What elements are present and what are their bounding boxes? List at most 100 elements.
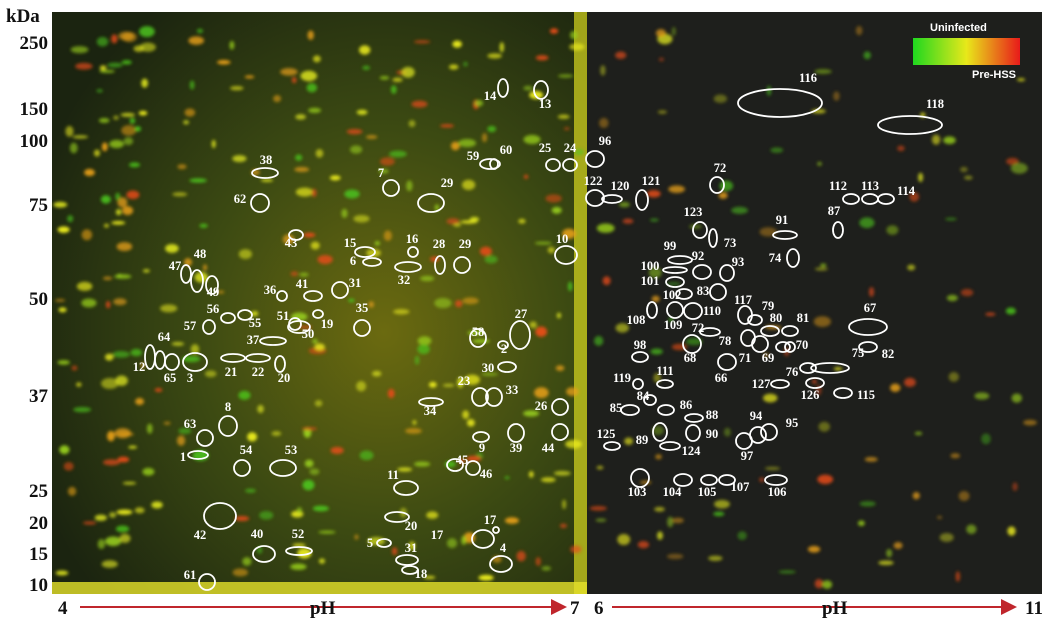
gel-spot xyxy=(96,89,103,93)
gel-spot xyxy=(99,69,115,74)
spot-circle xyxy=(251,167,279,179)
gel-spot xyxy=(648,267,662,279)
gel-spot xyxy=(624,437,634,445)
gel-spot xyxy=(939,533,954,542)
spot-label: 13 xyxy=(539,97,552,111)
gel-spot xyxy=(897,145,905,152)
spot-circle xyxy=(471,529,495,549)
spot-label: 27 xyxy=(515,307,528,321)
gel-spot xyxy=(115,375,128,386)
spot-label: 65 xyxy=(164,371,177,385)
gel-spot xyxy=(317,254,333,265)
mw-marker: 10 xyxy=(29,575,48,596)
gel-spot xyxy=(822,580,833,589)
spot-label: 58 xyxy=(472,325,485,339)
spot-circle xyxy=(585,189,605,207)
spot-label: 101 xyxy=(641,274,660,288)
spot-circle xyxy=(395,554,419,566)
gel-spot xyxy=(565,439,582,449)
spot-circle xyxy=(810,362,850,374)
gel-spot xyxy=(97,539,106,550)
spot-circle xyxy=(384,511,410,523)
gel-spot xyxy=(807,545,821,553)
gel-spot xyxy=(535,326,548,337)
gel-spot xyxy=(101,560,118,568)
gel-spot xyxy=(918,172,924,183)
spot-circle xyxy=(418,397,444,407)
gel-spot xyxy=(570,30,578,40)
gel-spot xyxy=(499,42,505,53)
gel-spot xyxy=(759,477,765,483)
gel-spot xyxy=(312,505,329,512)
spot-label: 25 xyxy=(539,141,552,155)
spot-circle xyxy=(772,230,798,240)
gel-spot xyxy=(814,69,832,74)
gel-spot xyxy=(460,220,478,224)
spot-label: 102 xyxy=(663,288,682,302)
gel-spot xyxy=(244,75,255,79)
spot-label: 19 xyxy=(321,317,334,331)
spot-circle xyxy=(220,312,236,324)
spot-label: 85 xyxy=(610,401,623,415)
gel-spot xyxy=(943,136,956,145)
spot-circle xyxy=(269,459,297,477)
gel-spot xyxy=(562,228,577,239)
gel-spot xyxy=(833,367,843,371)
spot-circle xyxy=(786,248,800,268)
spot-label: 39 xyxy=(510,441,523,455)
spot-circle xyxy=(469,328,487,348)
spot-circle xyxy=(303,290,323,302)
gel-spot xyxy=(1023,419,1037,426)
gel-spot xyxy=(366,248,381,258)
spot-label: 55 xyxy=(249,316,262,330)
spot-label: 74 xyxy=(769,251,782,265)
spot-circle xyxy=(685,424,701,442)
gel-spot xyxy=(668,318,674,322)
gel-spot xyxy=(981,433,991,445)
spot-label: 51 xyxy=(277,309,290,323)
gel-spot xyxy=(474,99,484,107)
spot-label: 67 xyxy=(864,301,877,315)
gel-spot xyxy=(146,423,153,434)
spot-circle xyxy=(376,538,392,548)
gel-spot xyxy=(523,410,540,417)
spot-label: 11 xyxy=(387,468,399,482)
gel-spot xyxy=(98,118,110,124)
gel-spot xyxy=(83,521,97,525)
gel-spot xyxy=(820,263,827,268)
spot-label: 71 xyxy=(739,351,752,365)
spot-circle xyxy=(233,459,251,477)
spot-circle xyxy=(164,353,180,371)
spot-label: 70 xyxy=(796,338,809,352)
spot-circle xyxy=(708,228,718,248)
spot-circle xyxy=(601,194,623,204)
spot-label: 49 xyxy=(207,285,220,299)
spot-circle xyxy=(643,394,657,406)
spot-label: 15 xyxy=(344,236,357,250)
spot-label: 121 xyxy=(642,174,661,188)
gel-spot xyxy=(417,336,432,346)
spot-label: 6 xyxy=(350,254,356,268)
gel-spot xyxy=(960,166,968,173)
gel-spot xyxy=(304,459,314,468)
gel-spot xyxy=(950,453,961,459)
gel-spot xyxy=(658,57,665,62)
gel-spot xyxy=(557,74,574,78)
spot-label: 32 xyxy=(398,273,411,287)
spot-label: 125 xyxy=(597,427,616,441)
gel-spot xyxy=(111,34,118,44)
gel-spot xyxy=(412,420,417,425)
gel-spot xyxy=(116,509,133,515)
gel-spot xyxy=(53,201,68,208)
gel-spot xyxy=(413,40,431,44)
gel-spot xyxy=(516,550,526,562)
gel-spot xyxy=(937,515,943,520)
spot-label: 5 xyxy=(367,536,373,550)
gel-spot xyxy=(817,474,834,485)
spot-label: 4 xyxy=(500,541,507,555)
gel-spot xyxy=(912,492,920,500)
gel-spot xyxy=(359,450,374,461)
mw-marker: 25 xyxy=(29,481,48,502)
gel-spot xyxy=(814,579,824,589)
gel-spot xyxy=(766,85,772,96)
